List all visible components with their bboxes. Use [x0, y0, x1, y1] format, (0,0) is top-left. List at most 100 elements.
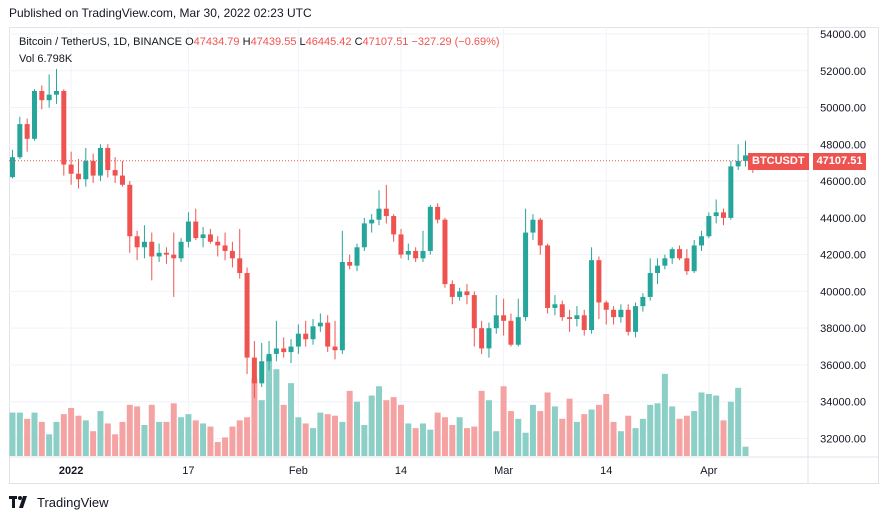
- candle-body: [90, 160, 96, 176]
- price-tag-symbol: BTCUSDT: [748, 153, 809, 170]
- volume-bar: [507, 411, 514, 456]
- candle-body: [633, 306, 639, 332]
- chart-legend: Bitcoin / TetherUS, 1D, BINANCE O47434.7…: [19, 36, 500, 48]
- volume-bar: [354, 401, 361, 456]
- volume-bar: [463, 428, 470, 456]
- candle-body: [339, 261, 345, 351]
- candle-body: [457, 291, 463, 297]
- volume-bar: [683, 415, 690, 456]
- candle-body: [479, 328, 485, 349]
- volume-bar: [207, 426, 214, 456]
- volume-bar: [200, 423, 207, 456]
- volume-bar: [441, 417, 448, 456]
- candle-body: [574, 315, 580, 319]
- y-tick-label: 34000.00: [820, 397, 866, 409]
- candle-body: [721, 212, 727, 218]
- y-tick-label: 32000.00: [820, 434, 866, 446]
- candle-body: [655, 265, 661, 274]
- volume-bar: [478, 390, 485, 456]
- candle-body: [699, 236, 705, 246]
- candle-body: [83, 160, 89, 180]
- volume-bar: [720, 420, 727, 456]
- volume-bar: [551, 406, 558, 456]
- candle-body: [567, 317, 573, 319]
- candle-body: [10, 157, 15, 178]
- candle-body: [295, 333, 301, 347]
- volume-bar: [38, 421, 45, 456]
- candle-body: [537, 219, 543, 246]
- tradingview-logo-icon: [9, 496, 27, 508]
- volume-bar: [632, 428, 639, 456]
- candle-body: [251, 357, 257, 384]
- y-axis-tick-labels: 54000.00 52000.00 50000.00 48000.00 46000.00…: [820, 29, 866, 446]
- volume-bar: [376, 386, 382, 456]
- published-caption: Published on TradingView.com, Mar 30, 20…: [9, 6, 312, 20]
- candle-body: [105, 147, 111, 171]
- y-tick-label: 54000.00: [820, 29, 866, 41]
- volume-bar: [691, 411, 698, 456]
- volume-bar: [581, 414, 588, 456]
- legend-close-label: C: [354, 36, 363, 48]
- x-tick-label: 14: [395, 465, 407, 477]
- volume-bar: [126, 404, 133, 456]
- volume-bar: [603, 394, 610, 456]
- candle-body: [677, 249, 683, 259]
- volume-bar: [742, 446, 749, 456]
- candle-body: [501, 315, 507, 321]
- volume-bar: [148, 404, 155, 456]
- volume-bar: [310, 428, 317, 456]
- volume-bar: [68, 407, 75, 456]
- x-tick-label: 2022: [59, 465, 83, 477]
- chart-frame[interactable]: [9, 27, 879, 484]
- candle-body: [691, 245, 697, 272]
- volume-bar: [302, 423, 309, 456]
- volume-bar: [647, 404, 654, 456]
- candle-body: [24, 124, 30, 139]
- candle-body: [552, 304, 558, 308]
- volume-bar: [295, 417, 302, 456]
- volume-bar: [544, 392, 551, 456]
- candle-body: [288, 346, 294, 353]
- volume-bar: [163, 421, 170, 456]
- volume-bar: [625, 415, 632, 456]
- volume-bars: [9, 356, 749, 456]
- volume-bar: [332, 415, 339, 456]
- footer-brand[interactable]: TradingView: [9, 495, 109, 510]
- x-axis-tick-labels: 2022 17 Feb 14 Mar 14 Apr: [59, 465, 718, 477]
- volume-bar: [258, 400, 265, 456]
- volume-bar: [397, 404, 404, 456]
- candle-body: [405, 250, 411, 255]
- volume-bar: [617, 431, 624, 456]
- volume-bar: [185, 414, 192, 456]
- volume-bar: [434, 412, 441, 456]
- candle-body: [449, 284, 455, 297]
- volume-bar: [735, 387, 742, 456]
- candle-body: [728, 166, 734, 218]
- volume-bar: [24, 418, 31, 456]
- legend-open-label: O: [185, 36, 194, 48]
- candle-body: [134, 236, 140, 248]
- volume-bar: [405, 423, 412, 456]
- candle-body: [273, 348, 279, 354]
- volume-bar: [192, 420, 199, 456]
- volume-bar: [53, 421, 60, 456]
- candle-body: [376, 208, 382, 220]
- legend-change: −327.29 (−0.69%): [411, 36, 500, 48]
- volume-bar: [346, 390, 353, 456]
- candle-body: [559, 304, 565, 318]
- candle-body: [523, 232, 529, 318]
- volume-bar: [229, 426, 236, 456]
- candle-body: [369, 219, 375, 224]
- candle-body: [332, 346, 338, 351]
- candle-body: [215, 241, 221, 246]
- volume-bar: [449, 425, 456, 456]
- volume-bar: [529, 404, 536, 456]
- volume-bar: [522, 432, 529, 456]
- candle-body: [640, 296, 646, 307]
- volume-bar: [251, 378, 258, 456]
- candle-body: [317, 322, 323, 327]
- volume-bar: [273, 369, 280, 456]
- legend-low-label: L: [299, 36, 306, 48]
- y-tick-label: 46000.00: [820, 176, 866, 188]
